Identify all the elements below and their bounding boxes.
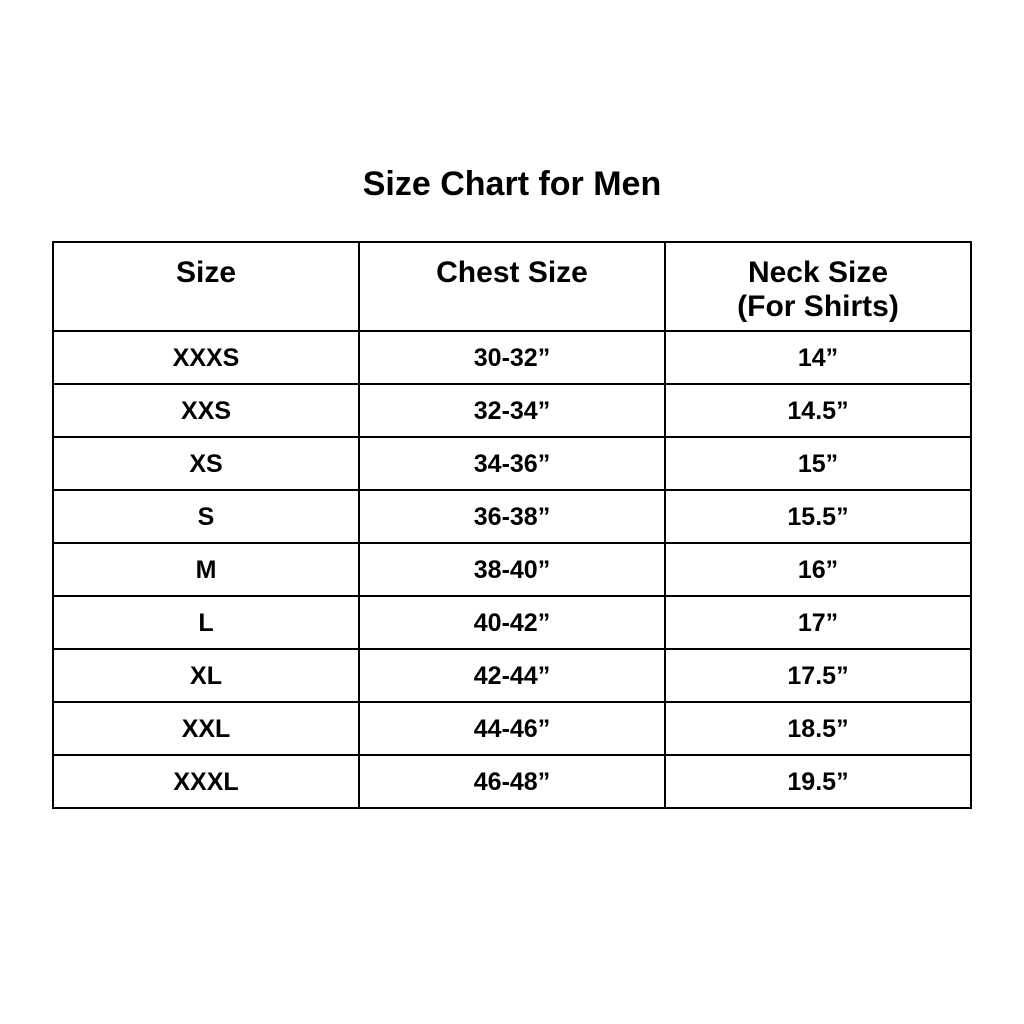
chest-size-cell: 34-36” (358, 436, 666, 491)
size-cell: M (52, 542, 360, 597)
table-row: XL 42-44” 17.5” (52, 648, 972, 703)
neck-size-cell: 17.5” (664, 648, 972, 703)
table-row: XXXL 46-48” 19.5” (52, 754, 972, 809)
size-cell: XXS (52, 383, 360, 438)
neck-size-cell: 17” (664, 595, 972, 650)
neck-size-cell: 14” (664, 330, 972, 385)
neck-size-cell: 14.5” (664, 383, 972, 438)
column-header-neck-size-label: Neck Size (747, 256, 889, 289)
chest-size-cell: 46-48” (358, 754, 666, 809)
column-header-size: Size (52, 241, 360, 332)
table-body: XXXS 30-32” 14” XXS 32-34” 14.5” XS 34-3… (52, 330, 972, 809)
size-chart-table: Size Chest Size Neck Size (For Shirts) X… (52, 241, 972, 809)
neck-size-cell: 18.5” (664, 701, 972, 756)
size-chart-page: Size Chart for Men Size Chest Size Neck … (52, 165, 972, 809)
column-header-size-label: Size (175, 256, 237, 289)
column-header-chest-size: Chest Size (358, 241, 666, 332)
size-cell: S (52, 489, 360, 544)
table-row: M 38-40” 16” (52, 542, 972, 597)
column-header-neck-size-sublabel: (For Shirts) (737, 290, 899, 323)
table-row: XXS 32-34” 14.5” (52, 383, 972, 438)
size-cell: XS (52, 436, 360, 491)
page-title: Size Chart for Men (362, 165, 662, 203)
size-cell: XL (52, 648, 360, 703)
table-row: S 36-38” 15.5” (52, 489, 972, 544)
chest-size-cell: 30-32” (358, 330, 666, 385)
column-header-neck-size: Neck Size (For Shirts) (664, 241, 972, 332)
size-cell: XXL (52, 701, 360, 756)
chest-size-cell: 38-40” (358, 542, 666, 597)
neck-size-cell: 15” (664, 436, 972, 491)
table-row: XS 34-36” 15” (52, 436, 972, 491)
table-row: XXL 44-46” 18.5” (52, 701, 972, 756)
neck-size-cell: 15.5” (664, 489, 972, 544)
column-header-chest-size-label: Chest Size (436, 256, 588, 289)
chest-size-cell: 36-38” (358, 489, 666, 544)
size-cell: L (52, 595, 360, 650)
size-cell: XXXL (52, 754, 360, 809)
neck-size-cell: 16” (664, 542, 972, 597)
chest-size-cell: 42-44” (358, 648, 666, 703)
table-row: XXXS 30-32” 14” (52, 330, 972, 385)
size-cell: XXXS (52, 330, 360, 385)
neck-size-cell: 19.5” (664, 754, 972, 809)
table-header-row: Size Chest Size Neck Size (For Shirts) (52, 241, 972, 332)
chest-size-cell: 44-46” (358, 701, 666, 756)
table-head: Size Chest Size Neck Size (For Shirts) (52, 241, 972, 332)
table-row: L 40-42” 17” (52, 595, 972, 650)
chest-size-cell: 32-34” (358, 383, 666, 438)
chest-size-cell: 40-42” (358, 595, 666, 650)
